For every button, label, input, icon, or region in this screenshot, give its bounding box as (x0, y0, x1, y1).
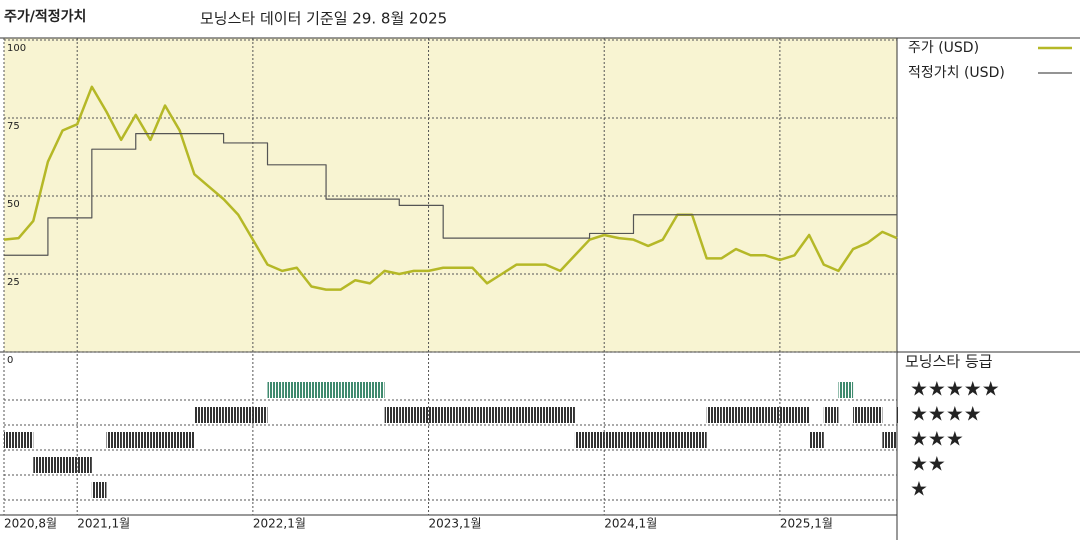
rating-segment (282, 382, 297, 398)
rating-segment (194, 407, 209, 423)
rating-segment (633, 432, 649, 448)
rating-segment (121, 432, 136, 448)
chart-subtitle: 모닝스타 데이터 기준일 29. 8월 2025 (200, 10, 447, 28)
y-tick-label: 50 (7, 199, 20, 210)
rating-segment (47, 457, 63, 473)
rating-segment (457, 407, 473, 423)
x-tick-label: 2020,8월 (4, 517, 57, 531)
chart-title: 주가/적정가치 (4, 8, 86, 25)
rating-segment (267, 382, 283, 398)
rating-segment (91, 482, 107, 498)
rating-segment (443, 407, 458, 423)
x-tick-label: 2021,1월 (77, 517, 130, 531)
rating-segment (838, 382, 854, 398)
rating-segment (77, 457, 92, 473)
rating-segment (574, 432, 590, 448)
rating-segment (823, 407, 839, 423)
rating-segment (238, 407, 253, 423)
rating-segment (692, 432, 707, 448)
rating-segment (706, 407, 722, 423)
rating-level-label: ★★★★ (910, 402, 982, 426)
rating-segment (369, 382, 385, 398)
x-tick-label: 2024,1월 (604, 517, 657, 531)
rating-segment (897, 407, 898, 423)
rating-segment (794, 407, 810, 423)
rating-segment (750, 407, 766, 423)
rating-segment (355, 382, 370, 398)
rating-segment (853, 407, 868, 423)
y-tick-label: 75 (7, 121, 20, 132)
rating-segment (223, 407, 239, 423)
x-tick-label: 2025,1월 (780, 517, 833, 531)
rating-segment (106, 432, 122, 448)
rating-level-label: ★ (910, 477, 928, 501)
rating-segment (779, 407, 795, 423)
rating-segment (662, 432, 678, 448)
rating-segment (560, 407, 575, 423)
rating-segment (340, 382, 356, 398)
series-line (4, 133, 897, 256)
rating-segment (648, 432, 663, 448)
rating-segment (384, 407, 400, 423)
rating-segment (765, 407, 780, 423)
plot-background (4, 38, 897, 352)
y-tick-label: 25 (7, 277, 20, 288)
rating-segment (62, 457, 78, 473)
rating-level-label: ★★★ (910, 427, 964, 451)
rating-segment (721, 407, 736, 423)
rating-segment (809, 432, 824, 448)
rating-segment (428, 407, 444, 423)
rating-title: 모닝스타 등급 (905, 353, 993, 371)
rating-segment (165, 432, 180, 448)
rating-segment (589, 432, 605, 448)
rating-level-label: ★★★★★ (910, 377, 1000, 401)
rating-segment (501, 407, 517, 423)
y-tick-label: 0 (7, 355, 13, 366)
rating-segment (531, 407, 546, 423)
rating-segment (516, 407, 532, 423)
rating-segment (867, 407, 883, 423)
rating-segment (326, 382, 341, 398)
x-tick-label: 2022,1월 (253, 517, 306, 531)
rating-segment (472, 407, 488, 423)
rating-segment (882, 432, 897, 448)
rating-segment (208, 407, 224, 423)
rating-segment (135, 432, 151, 448)
rating-segment (413, 407, 429, 423)
rating-segment (677, 432, 693, 448)
legend-label: 적정가치 (USD) (908, 65, 1005, 81)
y-tick-label: 100 (7, 43, 26, 54)
rating-segment (604, 432, 619, 448)
legend-label: 주가 (USD) (908, 40, 979, 56)
rating-segment (18, 432, 34, 448)
rating-segment (545, 407, 561, 423)
rating-segment (735, 407, 751, 423)
rating-segment (487, 407, 502, 423)
rating-segment (399, 407, 414, 423)
rating-segment (4, 432, 19, 448)
rating-segment (252, 407, 268, 423)
rating-segment (618, 432, 634, 448)
rating-segment (296, 382, 312, 398)
x-tick-label: 2023,1월 (429, 517, 482, 531)
rating-segment (311, 382, 327, 398)
rating-segment (33, 457, 48, 473)
rating-level-label: ★★ (910, 452, 946, 476)
rating-segment (179, 432, 195, 448)
rating-segment (150, 432, 166, 448)
